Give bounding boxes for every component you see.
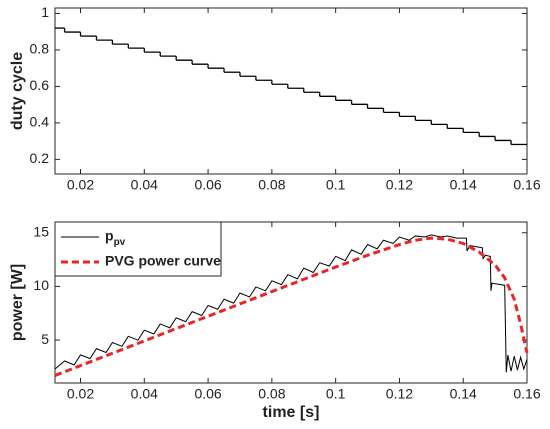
legend-box bbox=[54, 221, 222, 277]
x-tick-label: 0.06 bbox=[194, 386, 221, 402]
y-tick-label: 5 bbox=[41, 331, 49, 347]
y-tick-label: 10 bbox=[33, 277, 49, 293]
series-line bbox=[54, 234, 528, 373]
x-tick-label: 0.1 bbox=[326, 386, 346, 402]
y-tick-label: 1 bbox=[41, 4, 49, 20]
y-tick-label: 0.4 bbox=[30, 114, 50, 130]
x-tick-label: 0.04 bbox=[131, 177, 158, 193]
x-tick-label: 0.08 bbox=[258, 386, 285, 402]
y-tick-label: 0.2 bbox=[30, 150, 50, 166]
y-tick-label: 0.6 bbox=[30, 77, 50, 93]
x-tick-label: 0.16 bbox=[513, 386, 540, 402]
x-tick-label: 0.04 bbox=[131, 386, 158, 402]
x-tick-label: 0.12 bbox=[386, 177, 413, 193]
x-tick-label: 0.06 bbox=[194, 177, 221, 193]
legend-subscript: pv bbox=[114, 237, 126, 248]
x-axis-label: time [s] bbox=[263, 404, 320, 421]
x-tick-label: 0.14 bbox=[450, 386, 477, 402]
x-tick-label: 0.14 bbox=[450, 177, 477, 193]
plot-area bbox=[54, 7, 528, 175]
x-tick-label: 0.02 bbox=[67, 386, 94, 402]
y-tick-label: 0.8 bbox=[30, 41, 50, 57]
x-tick-label: 0.16 bbox=[513, 177, 540, 193]
legend-label: PVG power curve bbox=[105, 253, 221, 269]
y-axis-label: duty cycle bbox=[9, 52, 26, 130]
x-tick-label: 0.1 bbox=[326, 177, 346, 193]
y-tick-label: 15 bbox=[33, 223, 49, 239]
y-axis-label: power [W] bbox=[9, 264, 26, 341]
x-tick-label: 0.08 bbox=[258, 177, 285, 193]
x-tick-label: 0.02 bbox=[67, 177, 94, 193]
x-tick-label: 0.12 bbox=[386, 386, 413, 402]
